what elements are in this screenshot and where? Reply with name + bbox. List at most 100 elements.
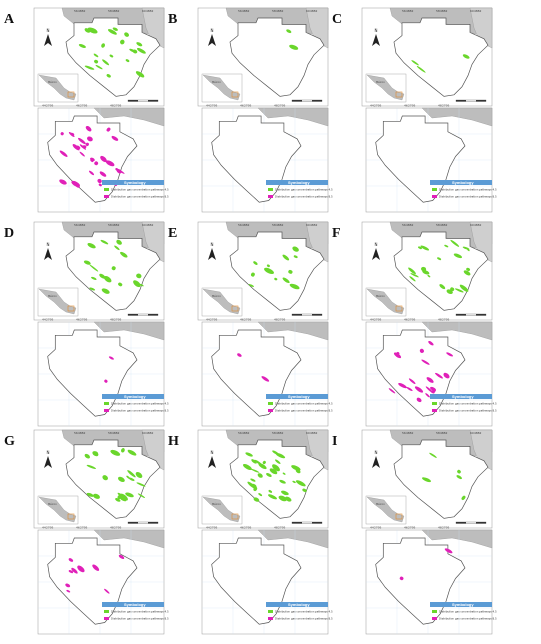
country-label: México [212, 294, 221, 298]
map-svg: 564882 584882 604882 N México 442795 462795 482… [33, 429, 169, 635]
green-area-patch [102, 59, 110, 66]
coordinate-label: 482795 [438, 318, 450, 322]
map-svg: 564882 584882 604882 N México 442795 462795 482… [197, 429, 333, 635]
legend-swatch-45 [268, 610, 273, 613]
green-area-patch [128, 477, 135, 481]
green-area-patch [416, 65, 426, 73]
green-area-patch [293, 255, 298, 259]
magenta-area-patch [71, 567, 78, 574]
legend: Symbology Distribution gas concentration … [102, 180, 169, 199]
legend: Symbology Distribution gas concentration … [266, 180, 333, 199]
green-area-patch [245, 452, 253, 457]
legend: Symbology Distribution gas concentration … [102, 394, 169, 413]
green-area-patch [126, 475, 131, 479]
green-area-patch [125, 492, 134, 498]
country-label: México [212, 502, 221, 506]
coordinate-label: 604882 [470, 431, 482, 435]
legend-item-85: Distribution gas concentration pathways … [275, 617, 333, 621]
magenta-area-patch [396, 354, 400, 358]
inset-map: México [365, 287, 407, 317]
distribution-45-layer [84, 448, 146, 502]
coordinate-label: 564882 [402, 431, 414, 435]
legend-swatch-85 [432, 409, 437, 412]
legend-item-85: Distribution gas concentration pathways … [275, 409, 333, 413]
country-label: México [48, 80, 57, 84]
north-arrow-icon: N [372, 450, 380, 468]
coordinate-label: 462795 [404, 526, 416, 530]
coordinate-label: 604882 [470, 9, 482, 13]
coordinate-label: 462795 [76, 526, 88, 530]
legend-swatch-45 [432, 610, 437, 613]
green-area-patch [409, 276, 416, 282]
neighbor-land [257, 107, 329, 127]
green-area-patch [114, 245, 120, 251]
green-area-patch [83, 260, 91, 265]
magenta-area-patch [85, 125, 92, 132]
magenta-area-patch [443, 372, 450, 379]
magenta-area-patch [261, 376, 270, 382]
legend-item-45: Distribution gas concentration pathways … [275, 188, 333, 192]
scale-bar [291, 521, 323, 524]
green-area-patch [84, 453, 90, 459]
coordinate-label: 584882 [272, 223, 284, 227]
country-label: México [376, 502, 385, 506]
green-area-patch [250, 272, 255, 277]
map-svg: 564882 584882 604882 N México 442795 462795 482… [361, 7, 497, 213]
map-panel-d: D 564882 584882 604882 N México 442795 462795 48… [4, 221, 202, 427]
magenta-area-patch [444, 548, 453, 554]
state-outline [229, 17, 325, 97]
green-area-patch [84, 65, 95, 70]
green-area-patch [281, 490, 289, 496]
svg-text:N: N [211, 242, 214, 247]
green-area-patch [118, 476, 125, 483]
coordinate-label: 604882 [306, 431, 318, 435]
magenta-area-patch [97, 178, 102, 184]
legend-swatch-85 [104, 195, 109, 198]
green-area-patch [106, 74, 111, 78]
green-area-patch [274, 277, 278, 281]
magenta-area-patch [79, 151, 85, 157]
distribution-85-layer [388, 340, 454, 403]
green-area-patch [275, 452, 286, 459]
green-area-patch [291, 465, 301, 471]
panel-letter: F [332, 226, 341, 241]
distribution-85-layer [59, 125, 125, 188]
green-area-patch [134, 280, 140, 285]
green-area-patch [84, 28, 91, 33]
green-area-patch [272, 464, 280, 472]
svg-text:N: N [375, 28, 378, 33]
scale-bar [127, 99, 159, 102]
legend-title: Symbology [124, 394, 146, 399]
magenta-area-patch [416, 397, 422, 403]
distribution-45-layer [248, 246, 300, 290]
green-area-patch [107, 29, 117, 35]
legend-swatch-85 [432, 195, 437, 198]
distribution-45-layer [408, 239, 471, 295]
green-area-patch [87, 27, 98, 34]
legend-item-45: Distribution gas concentration pathways … [275, 610, 333, 614]
legend-swatch-85 [432, 617, 437, 620]
green-area-patch [410, 273, 419, 278]
coordinate-label: 584882 [108, 223, 120, 227]
green-area-patch [420, 245, 430, 251]
coordinate-label: 584882 [272, 431, 284, 435]
map-svg: 564882 584882 604882 N México 442795 462795 482… [33, 221, 169, 427]
country-label: México [212, 80, 221, 84]
scale-bar [455, 521, 487, 524]
green-area-patch [119, 497, 127, 502]
green-area-patch [459, 284, 469, 292]
legend-item-85: Distribution gas concentration pathways … [439, 617, 497, 621]
inset-map: México [37, 287, 79, 317]
magenta-area-patch [71, 180, 81, 187]
legend-swatch-45 [104, 188, 109, 191]
green-area-patch [247, 481, 256, 489]
legend: Symbology Distribution gas concentration … [266, 602, 333, 621]
legend-title: Symbology [288, 394, 310, 399]
coordinate-label: 462795 [404, 104, 416, 108]
magenta-area-patch [406, 386, 413, 392]
legend-item-45: Distribution gas concentration pathways … [439, 402, 497, 406]
green-area-patch [89, 287, 96, 291]
svg-text:N: N [47, 242, 50, 247]
green-area-patch [125, 59, 130, 63]
svg-text:N: N [211, 28, 214, 33]
